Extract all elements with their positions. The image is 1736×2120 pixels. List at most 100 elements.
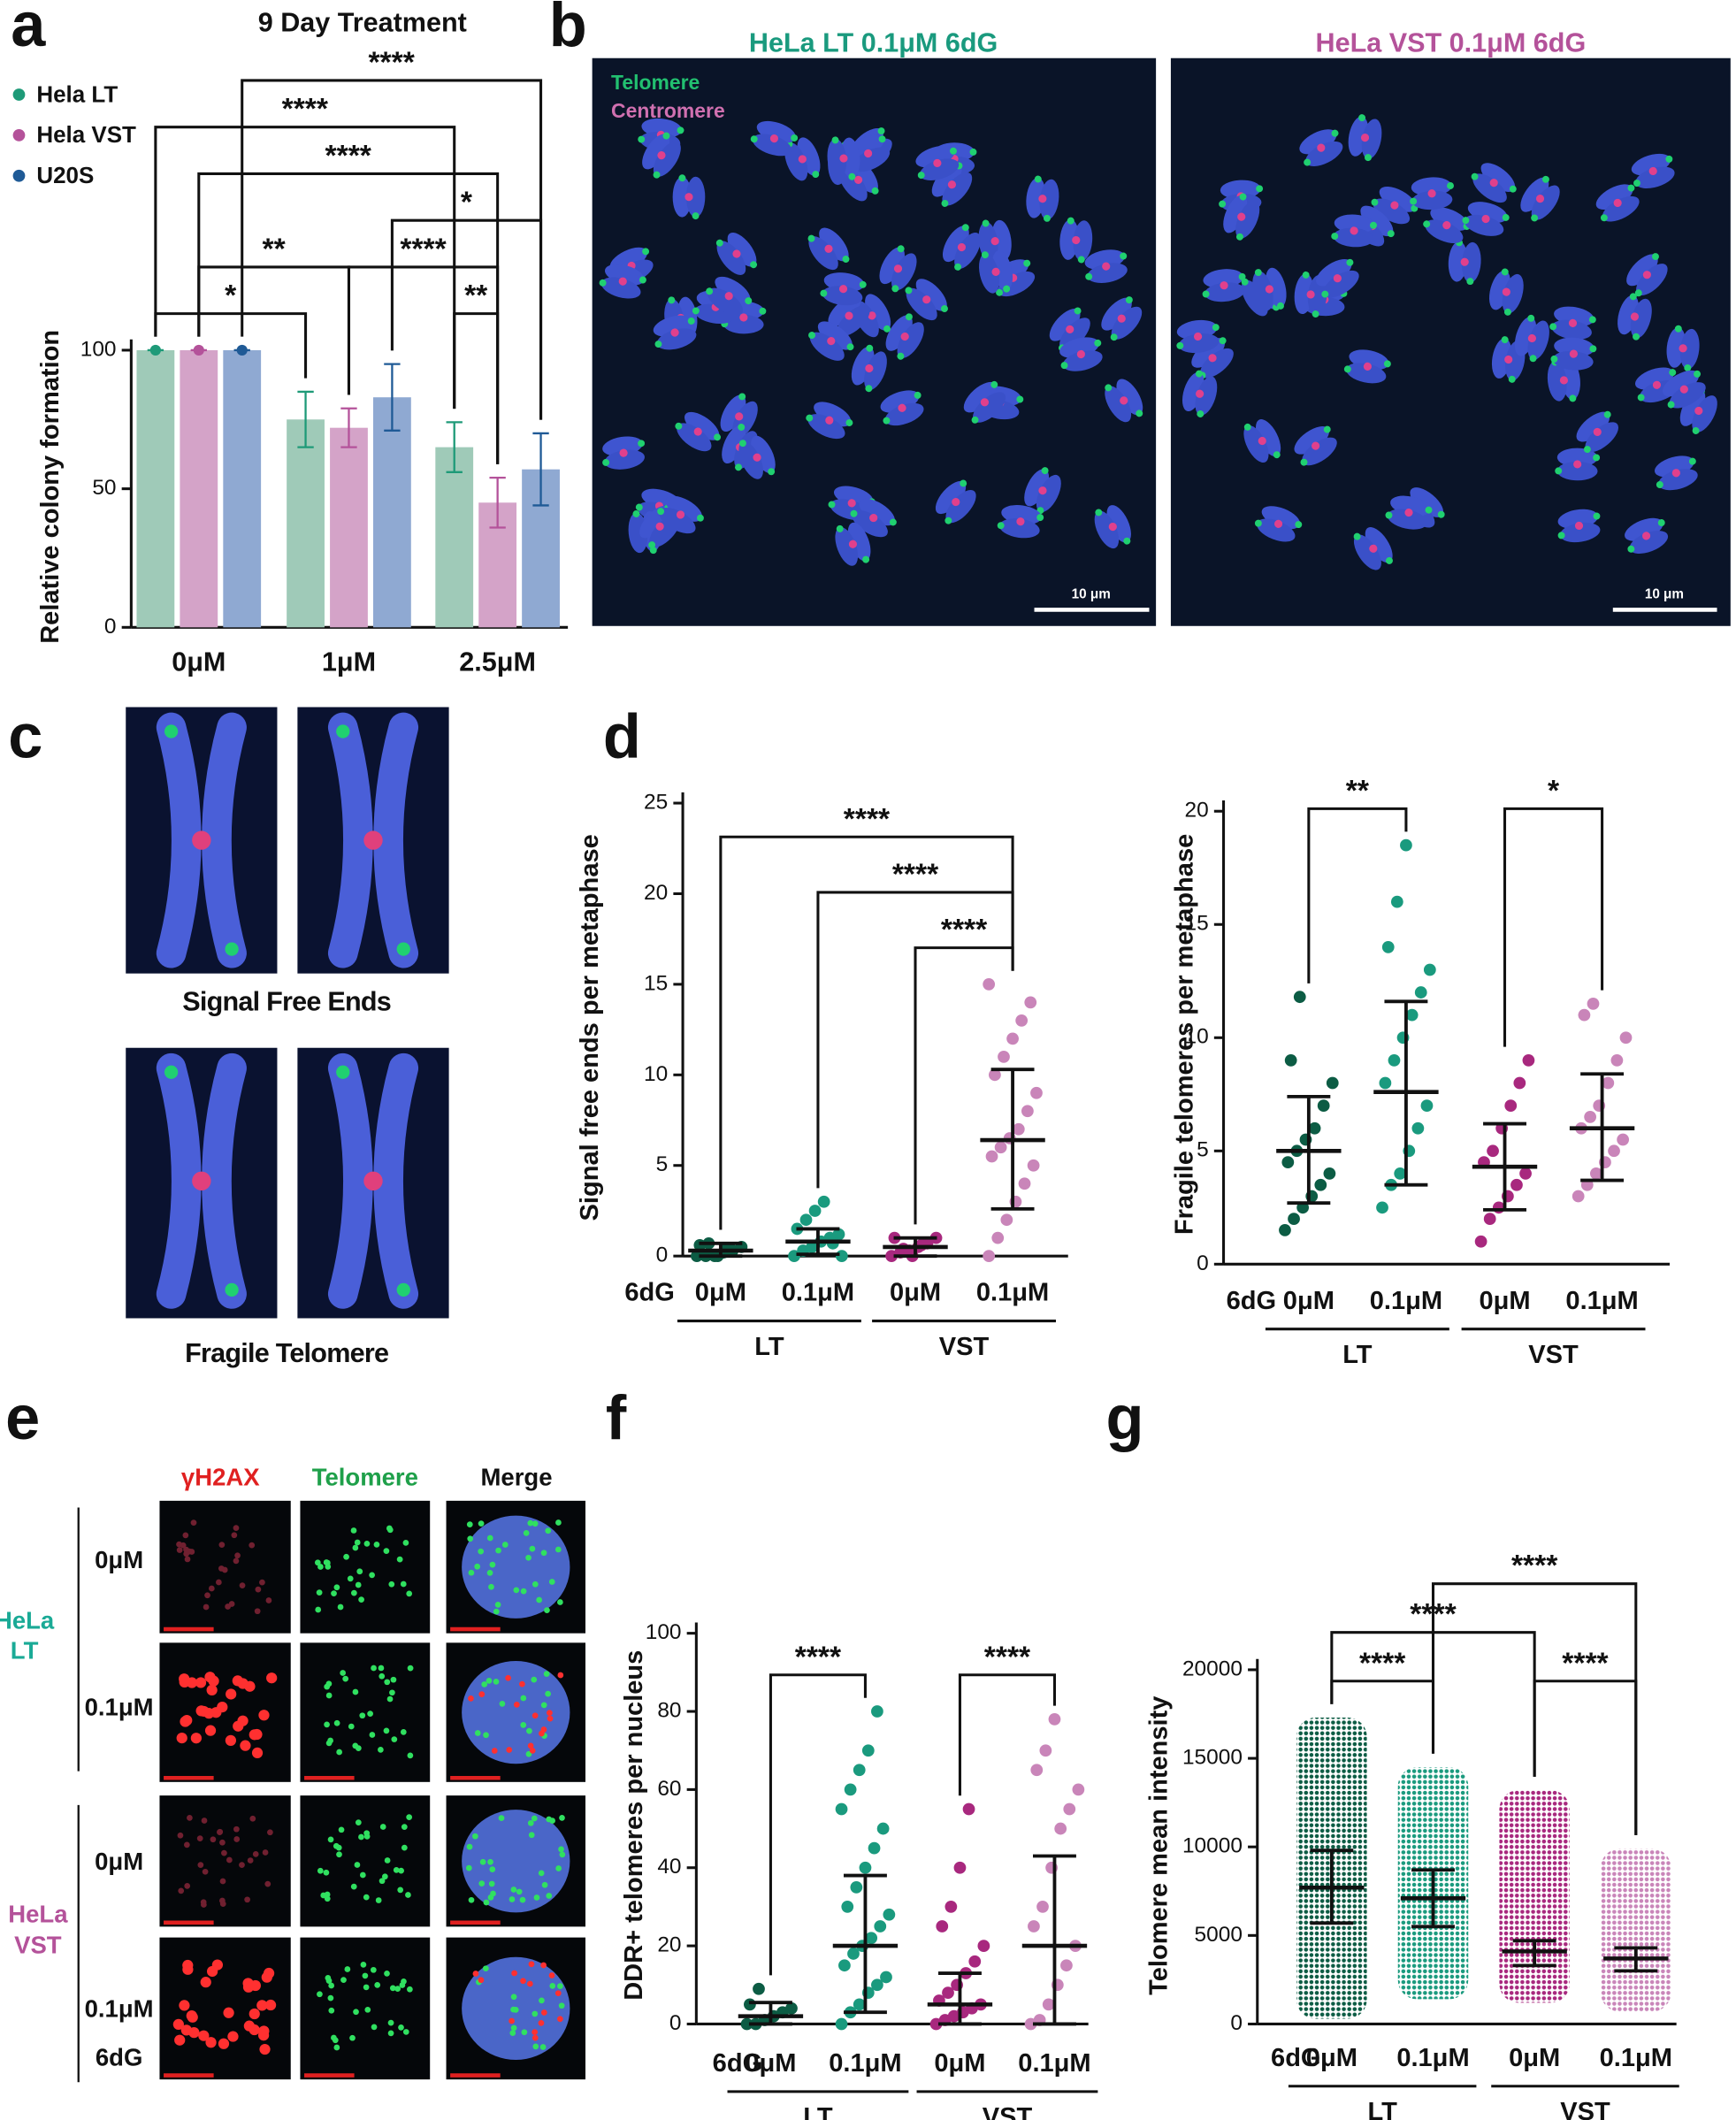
focus — [498, 1815, 505, 1822]
point — [942, 1986, 954, 1999]
focus — [555, 1519, 562, 1526]
focus — [407, 1986, 413, 1993]
point — [871, 1978, 883, 1992]
x-tick-label: 1μM — [322, 647, 376, 677]
focus — [315, 1606, 322, 1613]
x-tick-label: 0.1μM — [1396, 2044, 1469, 2072]
focus — [386, 1527, 394, 1534]
focus — [325, 1978, 333, 1984]
point — [832, 1228, 845, 1241]
focus — [400, 1580, 407, 1588]
focus — [487, 1858, 493, 1865]
focus — [483, 1899, 490, 1906]
focus — [554, 1990, 562, 1997]
focus — [532, 2043, 539, 2050]
focus — [509, 2030, 516, 2036]
point — [1036, 1901, 1049, 1913]
focus — [489, 1866, 496, 1872]
focus — [466, 1843, 473, 1850]
point — [1584, 1111, 1597, 1123]
focus — [402, 1540, 409, 1546]
focus — [350, 1527, 357, 1534]
point — [1602, 1076, 1615, 1090]
focus — [489, 1561, 496, 1568]
focus — [549, 1983, 556, 1989]
y-tick-label: 15000 — [1182, 1746, 1243, 1770]
panel-label: c — [8, 700, 42, 770]
point-cloud — [1499, 1790, 1570, 2003]
panel-label: e — [5, 1382, 40, 1452]
focus — [493, 1679, 500, 1685]
chromosome — [602, 436, 646, 470]
x-tick-label: 0μM — [1479, 1287, 1530, 1315]
point — [1284, 1054, 1297, 1067]
caption: Fragile Telomere — [185, 1338, 388, 1368]
focus — [201, 1902, 207, 1908]
group-label: LT — [803, 2103, 833, 2120]
focus — [510, 2024, 517, 2032]
chromosome — [835, 522, 871, 566]
legend-marker — [12, 128, 26, 142]
row-label: 0μM — [95, 1848, 143, 1875]
focus — [532, 2010, 539, 2017]
focus — [513, 1702, 520, 1708]
focus — [378, 1747, 384, 1753]
focus — [259, 1579, 265, 1586]
focus — [386, 1695, 394, 1703]
point — [1510, 1178, 1523, 1191]
y-tick-label: 0 — [669, 2011, 682, 2035]
focus — [520, 1978, 526, 1985]
focus — [231, 1532, 238, 1539]
focus — [371, 1665, 377, 1672]
significance-label: **** — [984, 1641, 1031, 1673]
significance-bracket — [197, 265, 351, 395]
focus — [388, 1580, 395, 1588]
chromosome — [1631, 153, 1675, 189]
point — [1293, 991, 1306, 1004]
nucleus — [462, 1810, 570, 1913]
focus — [495, 1547, 501, 1554]
focus — [325, 1692, 333, 1699]
focus — [343, 1553, 349, 1560]
focus — [182, 1963, 194, 1975]
focus — [359, 1712, 366, 1719]
point — [1578, 1008, 1591, 1022]
focus — [527, 1819, 534, 1826]
group-label: LT — [754, 1333, 784, 1361]
chromosome — [1316, 258, 1359, 298]
focus — [216, 1579, 222, 1586]
x-tick-label: 0μM — [1509, 2044, 1560, 2072]
point — [1072, 1783, 1085, 1796]
column-header: Merge — [481, 1464, 553, 1491]
focus — [352, 1544, 359, 1551]
chromosome — [1223, 193, 1260, 241]
focus — [327, 1994, 334, 2001]
focus — [249, 1542, 256, 1549]
focus — [338, 1826, 345, 1833]
focus — [399, 1982, 406, 1988]
focus — [204, 1725, 217, 1736]
chromosome — [1294, 425, 1337, 466]
focus — [198, 2030, 210, 2041]
focus — [545, 1527, 552, 1535]
focus — [509, 2017, 515, 2024]
focus — [180, 1716, 191, 1727]
point — [1314, 1178, 1327, 1191]
focus — [328, 1982, 335, 1989]
focus — [543, 1671, 550, 1677]
point — [985, 1150, 998, 1163]
point — [1483, 1213, 1496, 1226]
significance-label: **** — [795, 1641, 842, 1673]
group-label: VST — [1560, 2098, 1610, 2120]
y-tick-label: 100 — [646, 1620, 682, 1644]
focus — [523, 1529, 530, 1536]
point — [962, 1802, 975, 1816]
focus — [265, 1597, 272, 1603]
focus — [367, 1711, 373, 1718]
focus — [333, 1719, 340, 1726]
chromosome — [1059, 217, 1093, 264]
legend-marker — [12, 169, 26, 182]
chromosome — [675, 411, 722, 452]
x-prefix: 6dG — [1227, 1287, 1276, 1315]
focus — [383, 1727, 390, 1734]
